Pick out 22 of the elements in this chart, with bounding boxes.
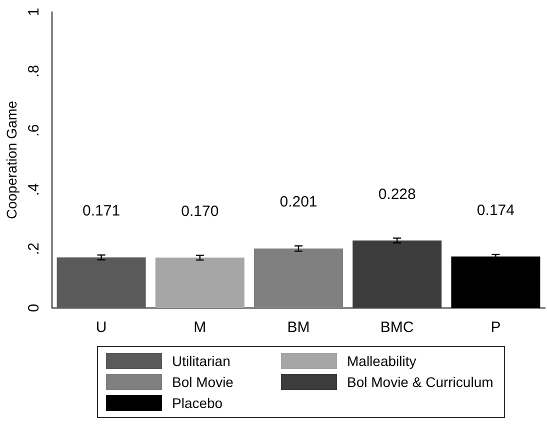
- y-tick-label: 1: [26, 8, 43, 16]
- text: 0.228: [378, 186, 416, 203]
- x-tick-label: U: [96, 319, 107, 336]
- x-tick-label: BMC: [380, 319, 414, 336]
- legend-label: Bol Movie & Curriculum: [347, 374, 494, 390]
- x-tick-label: P: [490, 319, 501, 336]
- legend-label: Utilitarian: [172, 353, 230, 369]
- text: 0.174: [476, 202, 514, 220]
- legend-label: Malleability: [347, 353, 416, 369]
- text: 0.170: [181, 202, 219, 220]
- text: 0.171: [82, 202, 120, 220]
- y-axis-title: Cooperation Game: [3, 100, 20, 220]
- legend-label: Placebo: [172, 395, 223, 411]
- y-tick-label: .6: [26, 124, 43, 137]
- text: 0.201: [280, 193, 318, 210]
- x-tick-label: BM: [287, 319, 310, 336]
- x-tick-label: M: [194, 319, 206, 336]
- legend-label: Bol Movie: [172, 374, 234, 390]
- y-tick-label: 0: [26, 304, 43, 312]
- y-tick-label: .2: [26, 242, 43, 256]
- y-tick-label: .8: [26, 64, 43, 78]
- y-tick-label: .4: [26, 183, 43, 196]
